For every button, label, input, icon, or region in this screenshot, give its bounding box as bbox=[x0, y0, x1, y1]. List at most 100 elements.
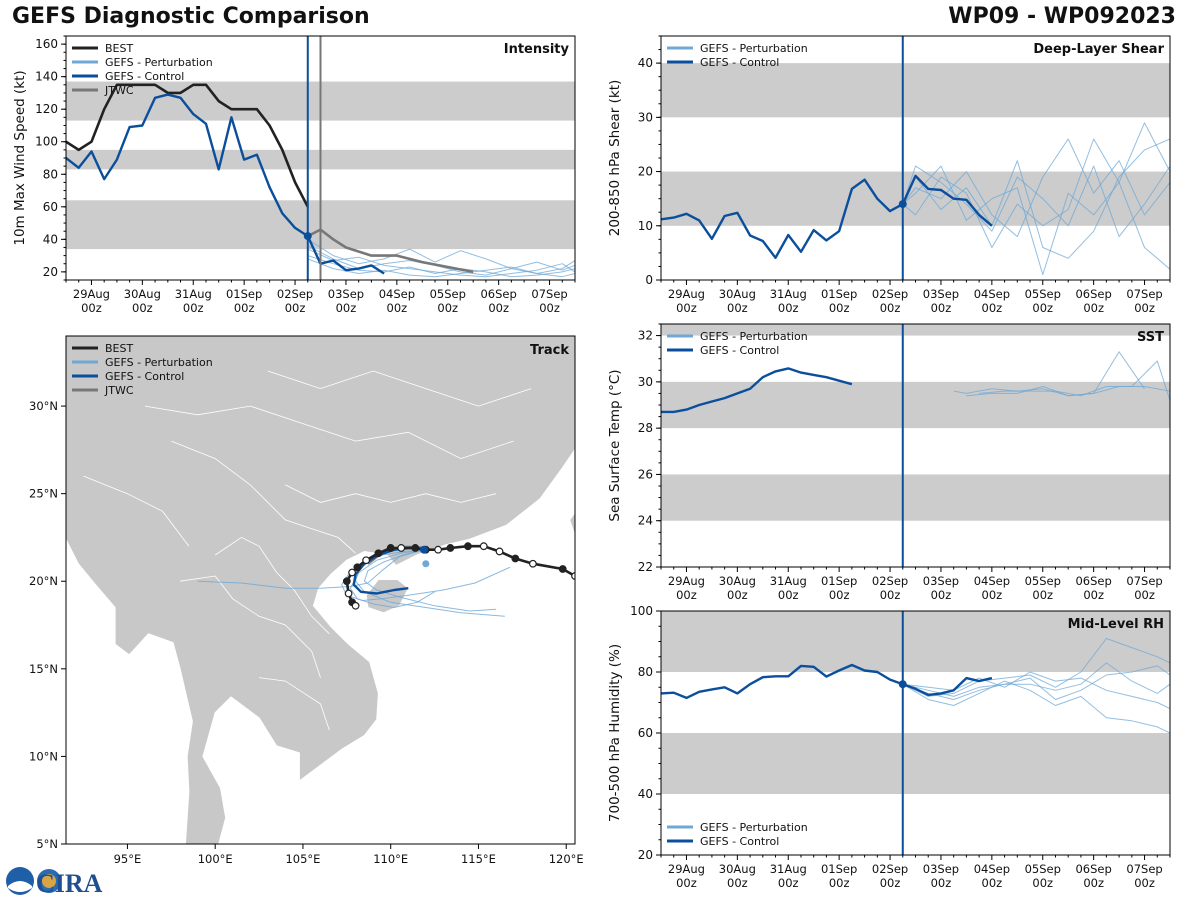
x-tick-sublabel: 00z bbox=[437, 301, 458, 315]
x-tick-label: 31Aug bbox=[770, 862, 807, 876]
best-track-point bbox=[353, 563, 362, 572]
legend-label-control: GEFS - Control bbox=[105, 70, 184, 83]
best-track-point bbox=[446, 544, 455, 552]
y-tick-label: 5°N bbox=[36, 837, 58, 851]
x-tick-label: 30Aug bbox=[719, 574, 756, 588]
y-tick-label: 80 bbox=[638, 665, 653, 679]
y-tick-label: 60 bbox=[638, 726, 653, 740]
x-tick-label: 31Aug bbox=[770, 287, 807, 301]
legend-label-control: GEFS - Control bbox=[105, 370, 184, 383]
plot-frame bbox=[660, 323, 1171, 568]
plot-area bbox=[661, 324, 1170, 521]
x-tick-label: 02Sep bbox=[872, 862, 908, 876]
legend-label-jtwc: JTWC bbox=[104, 384, 134, 397]
best-track-point bbox=[374, 549, 383, 558]
page-title: GEFS Diagnostic Comparison bbox=[12, 4, 370, 29]
series-line-perturbation bbox=[307, 238, 575, 274]
y-tick-label: 60 bbox=[43, 200, 58, 214]
x-tick-label: 07Sep bbox=[1126, 287, 1162, 301]
y-tick-label: 20 bbox=[638, 165, 653, 179]
x-tick-sublabel: 00z bbox=[539, 301, 560, 315]
x-tick-sublabel: 00z bbox=[1083, 301, 1104, 315]
x-tick-label: 07Sep bbox=[1126, 574, 1162, 588]
x-tick-sublabel: 00z bbox=[982, 301, 1003, 315]
x-tick-sublabel: 00z bbox=[676, 588, 697, 602]
cira-logo: CIRA bbox=[4, 866, 114, 896]
series-line-perturbation bbox=[307, 258, 575, 278]
x-tick-label: 05Sep bbox=[1025, 862, 1061, 876]
legend-label-perturbation: GEFS - Perturbation bbox=[700, 42, 808, 55]
best-track-point bbox=[528, 559, 537, 568]
x-tick-label: 03Sep bbox=[923, 287, 959, 301]
x-tick-label: 05Sep bbox=[1025, 287, 1061, 301]
border-line bbox=[144, 405, 514, 460]
y-tick-label: 30 bbox=[638, 110, 653, 124]
taiwan-island bbox=[569, 511, 575, 538]
x-tick-sublabel: 00z bbox=[1032, 301, 1053, 315]
series-line-perturbation bbox=[902, 680, 1170, 734]
y-axis-label: Sea Surface Temp (°C) bbox=[607, 369, 623, 521]
x-tick-sublabel: 00z bbox=[829, 588, 850, 602]
series-line-perturbation bbox=[902, 122, 1170, 276]
x-tick-sublabel: 00z bbox=[1032, 588, 1053, 602]
x-tick-label: 07Sep bbox=[531, 287, 567, 301]
x-tick-label: 30Aug bbox=[719, 287, 756, 301]
best-track-point bbox=[411, 544, 420, 552]
plot-area bbox=[661, 63, 1170, 276]
threshold-band bbox=[661, 733, 1170, 794]
best-track-point bbox=[351, 601, 360, 610]
x-tick-sublabel: 00z bbox=[727, 301, 748, 315]
legend-label-perturbation: GEFS - Perturbation bbox=[105, 356, 213, 369]
y-tick-label: 40 bbox=[638, 787, 653, 801]
border-line bbox=[171, 440, 356, 554]
y-tick-label: 20 bbox=[638, 848, 653, 862]
y-tick-label: 28 bbox=[638, 421, 653, 435]
x-tick-label: 06Sep bbox=[480, 287, 516, 301]
series-line-control bbox=[661, 367, 853, 414]
x-tick-sublabel: 00z bbox=[132, 301, 153, 315]
x-tick-sublabel: 00z bbox=[931, 301, 952, 315]
x-tick-label: 31Aug bbox=[175, 287, 212, 301]
threshold-band bbox=[661, 474, 1170, 521]
y-tick-label: 15°N bbox=[29, 662, 58, 676]
panel-title: Deep-Layer Shear bbox=[1033, 42, 1164, 57]
y-tick-label: 10 bbox=[638, 219, 653, 233]
x-tick-label: 01Sep bbox=[226, 287, 262, 301]
x-tick-sublabel: 00z bbox=[1134, 876, 1155, 890]
x-tick-sublabel: 00z bbox=[1032, 876, 1053, 890]
chart-track: 95°E 100°E 105°E 110°E 115°E 120°E 5°N 10°N 15°N… bbox=[29, 335, 584, 866]
x-tick-sublabel: 00z bbox=[931, 876, 952, 890]
x-tick-sublabel: 00z bbox=[234, 301, 255, 315]
x-tick-sublabel: 00z bbox=[676, 876, 697, 890]
y-tick-label: 10°N bbox=[29, 749, 58, 763]
panel-title: Track bbox=[530, 343, 569, 358]
land-mass bbox=[66, 336, 575, 844]
threshold-band bbox=[661, 171, 1170, 226]
x-tick-label: 115°E bbox=[461, 852, 496, 866]
x-tick-label: 06Sep bbox=[1075, 287, 1111, 301]
series-line-control bbox=[661, 663, 993, 700]
legend-label-best: BEST bbox=[105, 42, 133, 55]
x-tick-label: 01Sep bbox=[821, 287, 857, 301]
series-line-perturbation bbox=[902, 638, 1170, 697]
x-tick-sublabel: 00z bbox=[1134, 301, 1155, 315]
cira-logo-text: CIRA bbox=[36, 869, 103, 896]
x-tick-label: 31Aug bbox=[770, 574, 807, 588]
x-tick-label: 02Sep bbox=[872, 287, 908, 301]
border-line bbox=[285, 484, 497, 503]
series-line-perturbation bbox=[307, 245, 575, 276]
control-init-point bbox=[420, 545, 429, 554]
map-frame bbox=[65, 335, 576, 845]
x-tick-label: 04Sep bbox=[379, 287, 415, 301]
x-tick-sublabel: 00z bbox=[931, 588, 952, 602]
best-track-point bbox=[464, 542, 472, 551]
x-tick-label: 03Sep bbox=[328, 287, 364, 301]
border-line bbox=[83, 475, 190, 547]
x-tick-label: 04Sep bbox=[974, 862, 1010, 876]
x-tick-label: 07Sep bbox=[1126, 862, 1162, 876]
best-track-point bbox=[344, 589, 353, 598]
legend-label-control: GEFS - Control bbox=[700, 56, 779, 69]
storm-id-title: WP09 - WP092023 bbox=[948, 4, 1176, 29]
y-tick-label: 40 bbox=[43, 232, 58, 246]
